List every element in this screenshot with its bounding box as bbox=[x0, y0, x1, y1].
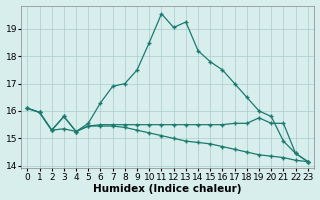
X-axis label: Humidex (Indice chaleur): Humidex (Indice chaleur) bbox=[93, 184, 242, 194]
